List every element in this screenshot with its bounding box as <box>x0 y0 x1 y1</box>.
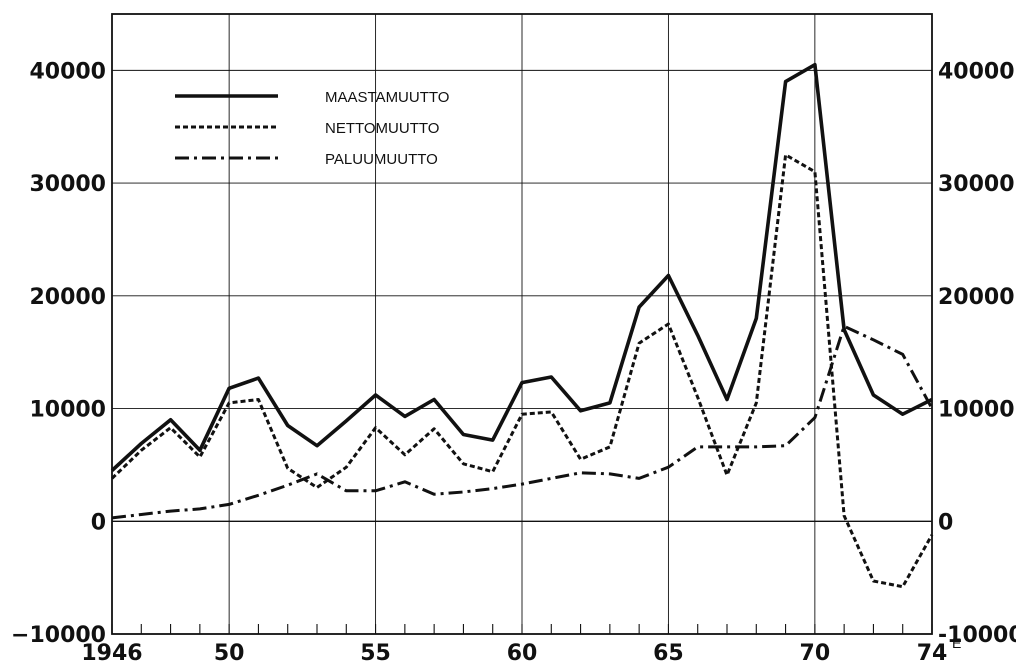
legend: MAASTAMUUTTO NETTOMUUTTO PALUUMUUTTO <box>175 89 449 168</box>
series-lines <box>110 62 934 589</box>
x-tick-label: 60 <box>507 641 538 665</box>
plot-axes <box>111 13 933 635</box>
legend-label-maastamuutto: MAASTAMUUTTO <box>325 89 449 106</box>
y-tick-label-left: 20000 <box>29 285 106 310</box>
tick-labels: −10000 -10000 0 0 10000 10000 20000 20000 30000 3… <box>11 59 1016 665</box>
x-tick-label: 65 <box>653 641 684 665</box>
x-tick-label: 1946 <box>81 641 142 665</box>
y-tick-label-right: 0 <box>938 510 953 535</box>
x-tick-label: 70 <box>800 641 831 665</box>
legend-label-paluumuutto: PALUUMUUTTO <box>325 151 438 168</box>
y-tick-label-right: 10000 <box>938 398 1015 423</box>
y-tick-label-left: 40000 <box>29 59 106 84</box>
y-tick-label-right: 40000 <box>938 59 1015 84</box>
x-axis-suffix-label: E <box>952 635 961 651</box>
series-line-paluumuutto <box>111 324 934 520</box>
y-tick-label-right: -10000 <box>938 623 1016 648</box>
y-tick-label-right: 20000 <box>938 285 1015 310</box>
y-tick-label-left: −10000 <box>11 623 106 648</box>
y-tick-label-left: 30000 <box>29 172 106 197</box>
y-tick-label-left: 10000 <box>29 398 106 423</box>
plot-grid <box>112 14 932 635</box>
legend-label-nettomuutto: NETTOMUUTTO <box>325 120 439 137</box>
series-line-maastamuutto <box>110 62 933 472</box>
x-tick-label: 74 <box>917 641 948 665</box>
y-tick-label-right: 30000 <box>938 172 1015 197</box>
y-tick-label-left: 0 <box>91 510 106 535</box>
x-tick-label: 50 <box>214 641 245 665</box>
x-tick-label: 55 <box>360 641 391 665</box>
series-line-nettomuutto <box>110 153 934 589</box>
